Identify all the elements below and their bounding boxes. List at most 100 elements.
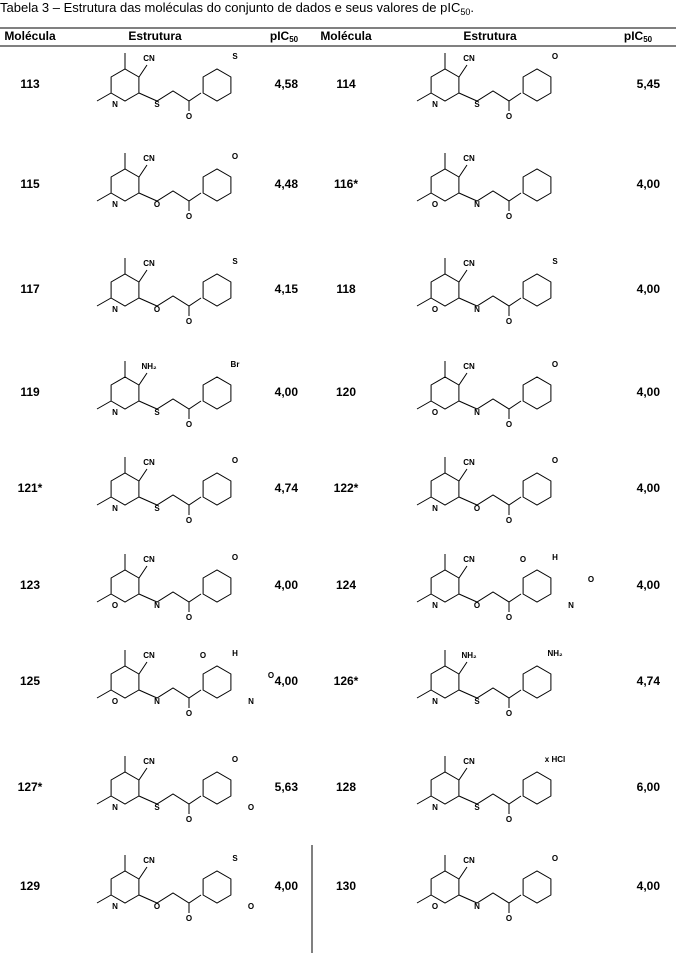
atom-label: S (232, 257, 238, 266)
bonds (96, 554, 202, 612)
atom-label: N (474, 200, 480, 209)
structure: CN N S O S (96, 52, 238, 121)
pic50-value: 4,00 (637, 481, 661, 495)
atom-label: O (186, 212, 192, 221)
ring (110, 771, 140, 805)
molecule-id: 124 (336, 578, 356, 592)
atom-label: O (432, 902, 438, 911)
atom-label: O (506, 709, 512, 718)
atom-label: CN (463, 555, 475, 564)
atom-label: N (474, 408, 480, 417)
ring (202, 771, 232, 805)
pic50-value: 4,15 (275, 282, 299, 296)
ring (522, 771, 552, 805)
ring (430, 665, 460, 699)
atom-label: O (186, 613, 192, 622)
atom-label: O (506, 914, 512, 923)
pic50-value: 4,74 (275, 481, 299, 495)
atom-label: N (154, 697, 160, 706)
ring (110, 569, 140, 603)
ring (202, 665, 232, 699)
molecule-id: 120 (336, 385, 356, 399)
bonds (96, 756, 202, 814)
ring (522, 870, 552, 904)
bonds (416, 457, 522, 515)
bonds (96, 258, 202, 316)
atom-label: NH₂ (141, 362, 157, 371)
bonds (96, 361, 202, 419)
structure: CN O N O O (416, 854, 558, 923)
caption-sub: 50 (460, 7, 470, 17)
atom-label: CN (463, 54, 475, 63)
molecule-id: 114 (336, 77, 356, 91)
pic50-value: 5,45 (637, 77, 661, 91)
atom-label: O (552, 360, 558, 369)
bonds (416, 53, 522, 111)
atom-label: O (112, 697, 118, 706)
pic50-value: 4,74 (637, 674, 661, 688)
molecule-id: 127* (18, 780, 43, 794)
structure: CN N O O O (416, 456, 558, 525)
ring (430, 771, 460, 805)
atom-label: NH₂ (461, 651, 477, 660)
atom-label: Br (231, 360, 240, 369)
ring (430, 273, 460, 307)
molecule-id: 113 (20, 77, 40, 91)
atom-label: N (112, 504, 118, 513)
atom-label: CN (143, 555, 155, 564)
ring (202, 376, 232, 410)
atom-label: CN (143, 856, 155, 865)
pic50-value: 4,58 (275, 77, 299, 91)
molecule-id: 130 (336, 879, 356, 893)
structure: CN N O O S (96, 257, 238, 326)
atom-label: NH₂ (547, 649, 563, 658)
header-value: pIC50 (624, 29, 653, 44)
pic50-value: 4,00 (637, 879, 661, 893)
atom-label: S (474, 697, 480, 706)
header-value-text: pIC (624, 29, 644, 43)
bonds (96, 855, 202, 913)
atom-label: S (154, 408, 160, 417)
atom-label: O (432, 200, 438, 209)
ring (202, 273, 232, 307)
atom-label: N (112, 100, 118, 109)
atom-label: S (154, 100, 160, 109)
atom-label: S (474, 100, 480, 109)
pic50-value: 4,00 (275, 385, 299, 399)
atom-label: O (432, 305, 438, 314)
atom-label: N (432, 697, 438, 706)
atom-label: O (186, 317, 192, 326)
atom-label: N (474, 902, 480, 911)
structure: CN O N O (416, 153, 552, 221)
ring (110, 68, 140, 102)
structure: CN N S Ox HCl (416, 755, 565, 824)
atom-label: O (232, 553, 238, 562)
atom-label: O (232, 456, 238, 465)
atom-label: CN (463, 856, 475, 865)
ring (430, 168, 460, 202)
atom-label: O (154, 305, 160, 314)
atom-label: O (506, 420, 512, 429)
atom-label: N (432, 803, 438, 812)
pic50-value: 4,00 (275, 879, 299, 893)
atom-label: O (520, 555, 526, 564)
ring (430, 472, 460, 506)
structure: CN N S O O O (96, 755, 254, 824)
atom-label: N (474, 305, 480, 314)
ring (110, 472, 140, 506)
bonds (416, 554, 522, 612)
header-value-text: pIC (270, 29, 290, 43)
atom-label: O (268, 671, 274, 680)
ring (522, 168, 552, 202)
ring (430, 870, 460, 904)
atom-label: N (432, 100, 438, 109)
ring (110, 665, 140, 699)
atom-label: O (474, 601, 480, 610)
atom-label: S (232, 52, 238, 61)
bonds (416, 756, 522, 814)
ring (202, 472, 232, 506)
atom-label: S (552, 257, 558, 266)
header-value-sub: 50 (643, 35, 652, 44)
atom-label: O (552, 456, 558, 465)
